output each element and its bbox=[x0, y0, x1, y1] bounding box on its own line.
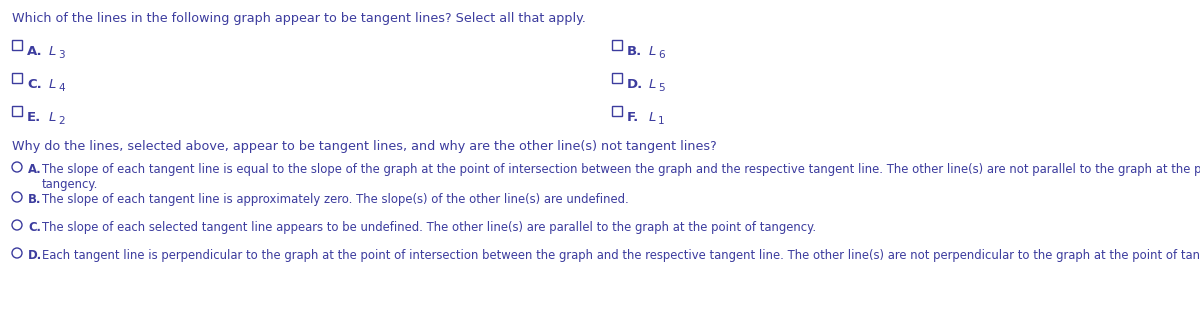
Text: B.: B. bbox=[28, 193, 41, 206]
Bar bbox=[612, 106, 622, 116]
Text: 2: 2 bbox=[58, 116, 65, 126]
Text: L: L bbox=[49, 111, 56, 124]
Bar bbox=[12, 106, 22, 116]
Text: C.: C. bbox=[28, 221, 41, 234]
Text: A.: A. bbox=[28, 163, 42, 176]
Text: D.: D. bbox=[28, 249, 42, 262]
Text: E.: E. bbox=[28, 111, 41, 124]
Text: 1: 1 bbox=[658, 116, 665, 126]
Text: 6: 6 bbox=[658, 50, 665, 60]
Circle shape bbox=[12, 162, 22, 172]
Bar bbox=[12, 40, 22, 50]
Bar bbox=[612, 73, 622, 83]
Text: Each tangent line is perpendicular to the graph at the point of intersection bet: Each tangent line is perpendicular to th… bbox=[42, 249, 1200, 262]
Bar bbox=[12, 73, 22, 83]
Text: 4: 4 bbox=[58, 83, 65, 93]
Circle shape bbox=[12, 248, 22, 258]
Text: L: L bbox=[49, 78, 56, 91]
Text: Why do the lines, selected above, appear to be tangent lines, and why are the ot: Why do the lines, selected above, appear… bbox=[12, 140, 716, 153]
Text: 5: 5 bbox=[658, 83, 665, 93]
Circle shape bbox=[12, 220, 22, 230]
Text: The slope of each tangent line is equal to the slope of the graph at the point o: The slope of each tangent line is equal … bbox=[42, 163, 1200, 191]
Circle shape bbox=[12, 192, 22, 202]
Text: L: L bbox=[649, 78, 656, 91]
Text: A.: A. bbox=[28, 45, 43, 58]
Text: L: L bbox=[649, 45, 656, 58]
Text: The slope of each selected tangent line appears to be undefined. The other line(: The slope of each selected tangent line … bbox=[42, 221, 816, 234]
Bar bbox=[612, 40, 622, 50]
Text: 3: 3 bbox=[58, 50, 65, 60]
Text: F.: F. bbox=[628, 111, 640, 124]
Text: C.: C. bbox=[28, 78, 42, 91]
Text: L: L bbox=[49, 45, 56, 58]
Text: Which of the lines in the following graph appear to be tangent lines? Select all: Which of the lines in the following grap… bbox=[12, 12, 586, 25]
Text: D.: D. bbox=[628, 78, 643, 91]
Text: B.: B. bbox=[628, 45, 642, 58]
Text: The slope of each tangent line is approximately zero. The slope(s) of the other : The slope of each tangent line is approx… bbox=[42, 193, 629, 206]
Text: L: L bbox=[649, 111, 656, 124]
